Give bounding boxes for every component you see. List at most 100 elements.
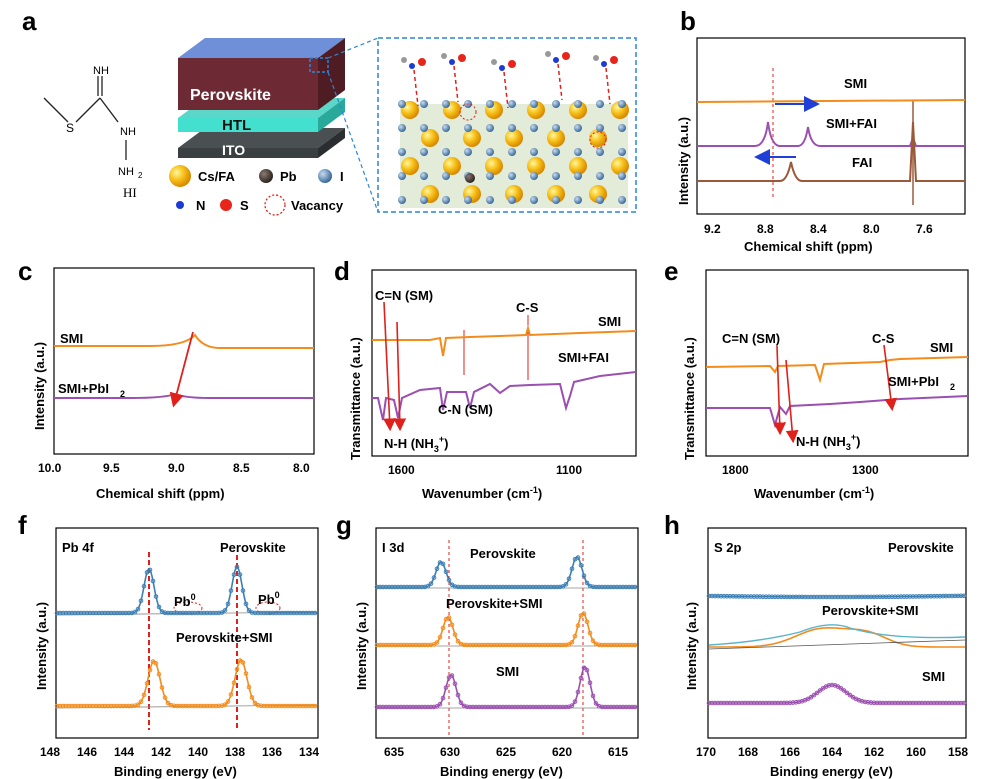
i-atom xyxy=(508,148,516,156)
xps-g-smi-marker xyxy=(623,704,629,710)
xps-g-smi-marker xyxy=(629,704,635,710)
xps-h-perovskite-marker xyxy=(865,594,871,600)
f-xticks: 148 146 144 142 140 138 136 134 xyxy=(40,745,319,759)
xps-g-smi-marker xyxy=(380,704,386,710)
xps-h-perovskite-marker xyxy=(820,594,826,600)
xps-f-perovskite-marker xyxy=(276,610,282,616)
xps-f-perovskite-marker xyxy=(192,610,198,616)
xps-g-perovskite-smi-marker xyxy=(617,642,623,648)
xps-g-perovskite-marker xyxy=(407,584,413,590)
xps-h-perovskite-marker xyxy=(940,593,946,599)
xps-g-perovskite-smi-marker xyxy=(395,642,401,648)
xps-h-smi-marker xyxy=(781,700,787,706)
i-atom xyxy=(618,148,626,156)
bond-line xyxy=(453,65,459,103)
xps-g-perovskite-marker xyxy=(602,584,608,590)
i-atom xyxy=(618,100,626,108)
xps-g-perovskite-marker xyxy=(440,561,446,567)
layer-htl: HTL xyxy=(222,117,251,134)
i-atom xyxy=(574,100,582,108)
csfa-atom xyxy=(443,157,461,175)
xps-g-perovskite-smi-marker xyxy=(542,642,548,648)
f-xlabel: Binding energy (eV) xyxy=(114,764,237,779)
xps-g-smi-marker xyxy=(572,699,578,704)
g-xticks: 635 630 625 620 615 xyxy=(384,745,628,759)
i-atom xyxy=(508,100,516,108)
f-xtick: 138 xyxy=(225,745,245,759)
xps-g-perovskite-marker xyxy=(506,584,512,590)
xps-g-perovskite-marker xyxy=(590,584,596,590)
xps-f-perovskite-marker xyxy=(267,610,273,616)
h-ylabel: Intensity (a.u.) xyxy=(684,602,699,690)
xps-g-perovskite-marker xyxy=(512,584,518,590)
xps-h-smi-marker xyxy=(742,700,748,706)
xps-f-perovskite-smi-marker xyxy=(207,703,213,709)
xps-g-perovskite-marker xyxy=(536,584,542,590)
d-xtick: 1100 xyxy=(556,463,582,477)
xps-g-smi-marker xyxy=(605,704,611,710)
xps-f-perovskite-smi-marker xyxy=(249,695,255,700)
xps-g-perovskite-marker xyxy=(482,584,488,590)
i-atom xyxy=(508,124,516,132)
e-label-nh: N-H (NH3+) xyxy=(796,432,860,452)
ftir-e-smi-curve xyxy=(705,356,969,384)
i-atom xyxy=(486,148,494,156)
xps-g-perovskite-marker xyxy=(530,584,536,590)
xps-g-perovskite-marker xyxy=(503,584,509,590)
xps-f-perovskite-smi-marker xyxy=(102,703,108,709)
xps-g-perovskite-smi-marker xyxy=(374,642,380,648)
xps-g-perovskite-marker xyxy=(386,584,392,590)
xps-h-perovskite-marker xyxy=(772,594,778,600)
xps-g-perovskite-marker xyxy=(545,584,551,590)
i-atom xyxy=(398,172,406,180)
xps-g-smi-marker xyxy=(437,701,443,707)
f-xtick: 148 xyxy=(40,745,60,759)
xps-h-smi-marker xyxy=(784,700,790,706)
xps-h-perovskite-marker xyxy=(727,594,733,599)
xps-h-perovskite-marker xyxy=(883,594,889,600)
mol-nh2-subscript: 2 xyxy=(138,171,143,180)
xps-f-perovskite-marker xyxy=(306,610,312,616)
xps-f-perovskite-marker xyxy=(111,610,117,616)
xps-f-perovskite-smi-marker xyxy=(228,692,234,697)
vacancy-marker xyxy=(459,103,477,121)
xps-h-perovskite-marker xyxy=(775,594,781,600)
bond-line xyxy=(557,63,563,101)
xps-f-perovskite-smi-marker xyxy=(201,703,207,709)
i-atom xyxy=(530,172,538,180)
xps-g-perovskite-marker xyxy=(446,577,452,583)
panel-letter-f: f xyxy=(18,510,27,540)
xps-g-perovskite-smi-marker xyxy=(608,642,614,648)
b-xlabel: Chemical shift (ppm) xyxy=(744,239,873,254)
panel-b: b SMI SMI+FAI FAI 9.2 8.8 8.4 8.0 7.6 Ch… xyxy=(676,6,966,254)
xps-h-perovskite-marker xyxy=(892,594,898,600)
xps-g-perovskite-smi-marker xyxy=(419,642,425,648)
xps-f-perovskite-smi-marker xyxy=(129,703,135,709)
xps-g-perovskite-marker xyxy=(593,584,599,590)
xps-g-perovskite-smi-marker xyxy=(551,642,557,648)
xps-h-smi-marker xyxy=(946,700,952,706)
xps-g-smi-marker xyxy=(515,704,521,710)
xps-f-perovskite-marker xyxy=(96,610,102,616)
c-shift-arrow xyxy=(169,331,194,408)
xps-f-perovskite-smi-marker xyxy=(138,699,144,705)
xps-h-perovskite-marker xyxy=(742,594,748,599)
xps-f-perovskite-marker xyxy=(102,610,108,616)
xps-h-perovskite-marker xyxy=(838,594,844,600)
xps-f-perovskite-marker xyxy=(117,610,123,616)
xps-g-perovskite-marker xyxy=(389,584,395,590)
xps-g-smi-marker xyxy=(548,704,554,710)
c-atom xyxy=(593,55,599,61)
xps-h-perovskite-marker xyxy=(823,594,829,600)
d-label-smifai: SMI+FAI xyxy=(558,350,609,365)
xps-g-perovskite-smi-marker xyxy=(494,642,500,648)
i-atom xyxy=(530,148,538,156)
xps-h-perovskite-marker xyxy=(754,594,760,599)
c-xtick: 9.0 xyxy=(168,461,185,475)
xps-f-perovskite-smi-marker xyxy=(279,703,285,709)
xps-f-perovskite-smi-marker xyxy=(63,703,69,709)
xps-g-smi-marker xyxy=(539,704,545,710)
xps-h-perovskite-marker xyxy=(799,594,805,600)
xps-g-perovskite-marker xyxy=(605,584,611,590)
i-atom xyxy=(464,148,472,156)
